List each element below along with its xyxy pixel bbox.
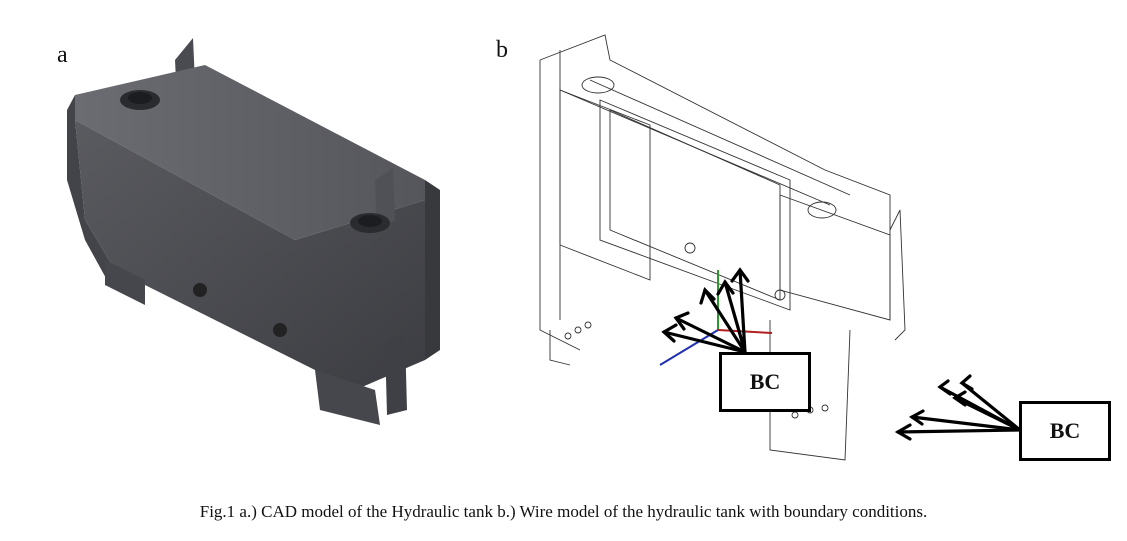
right-bracket [385,335,407,415]
tank-left-end [67,95,115,280]
tank-right-end [425,180,440,360]
wire-top-opening-right [807,201,837,219]
bc-label-primary: BC [719,352,811,412]
wire-model-figure [539,34,1022,461]
bc-arrows-primary [661,267,750,354]
cad-model-figure [67,38,440,425]
wire-back-panel [599,99,791,311]
axis-z-icon [659,329,719,366]
figure-caption: Fig.1 a.) CAD model of the Hydraulic tan… [199,502,928,521]
bc-label-secondary: BC [1019,401,1111,461]
bottom-bracket-right [315,370,380,425]
side-hole-2 [273,323,287,337]
panel-label-a: a [57,42,68,68]
wire-top-opening-left [581,76,615,94]
tank-front-face [75,120,425,390]
side-hole-1 [193,283,207,297]
tank-top-surface [75,65,425,240]
bottom-bracket-left [105,260,145,305]
panel-label-b: b [496,37,508,63]
bc-arrows-secondary [894,374,1022,441]
